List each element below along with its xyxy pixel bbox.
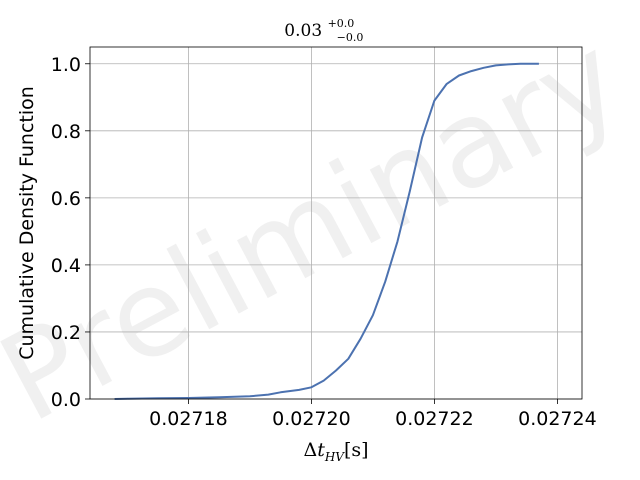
x-tick-label: 0.02720 [272, 408, 351, 430]
x-tick-label: 0.02718 [149, 408, 228, 430]
x-tick-label: 0.02724 [518, 408, 597, 430]
y-axis: 0.0 0.2 0.4 0.6 0.8 1.0 [51, 54, 90, 411]
x-axis: 0.02718 0.02720 0.02722 0.02724 [149, 399, 597, 430]
title-sub: −0.0 [337, 31, 364, 44]
x-label-sub: HV [324, 450, 345, 464]
grid [90, 47, 582, 400]
x-label-unit: [s] [344, 439, 369, 461]
title-base: 0.03 [284, 21, 322, 41]
y-tick-label: 0.6 [51, 188, 81, 210]
y-tick-label: 1.0 [51, 54, 81, 76]
chart-title: 0.03 +0.0 −0.0 [284, 12, 363, 44]
x-tick-label: 0.02722 [395, 408, 474, 430]
y-tick-label: 0.2 [51, 322, 81, 344]
cdf-line [114, 62, 539, 400]
x-axis-label: ΔtHV[s] [303, 439, 368, 464]
title-sup: +0.0 [328, 17, 355, 30]
y-axis-label: Cumulative Density Function [16, 86, 38, 360]
x-label-var: t [317, 439, 325, 461]
y-tick-label: 0.4 [51, 255, 81, 277]
y-tick-label: 0.0 [51, 389, 81, 411]
y-tick-label: 0.8 [51, 121, 81, 143]
x-label-delta: Δ [303, 439, 317, 461]
plot-frame [89, 46, 583, 400]
